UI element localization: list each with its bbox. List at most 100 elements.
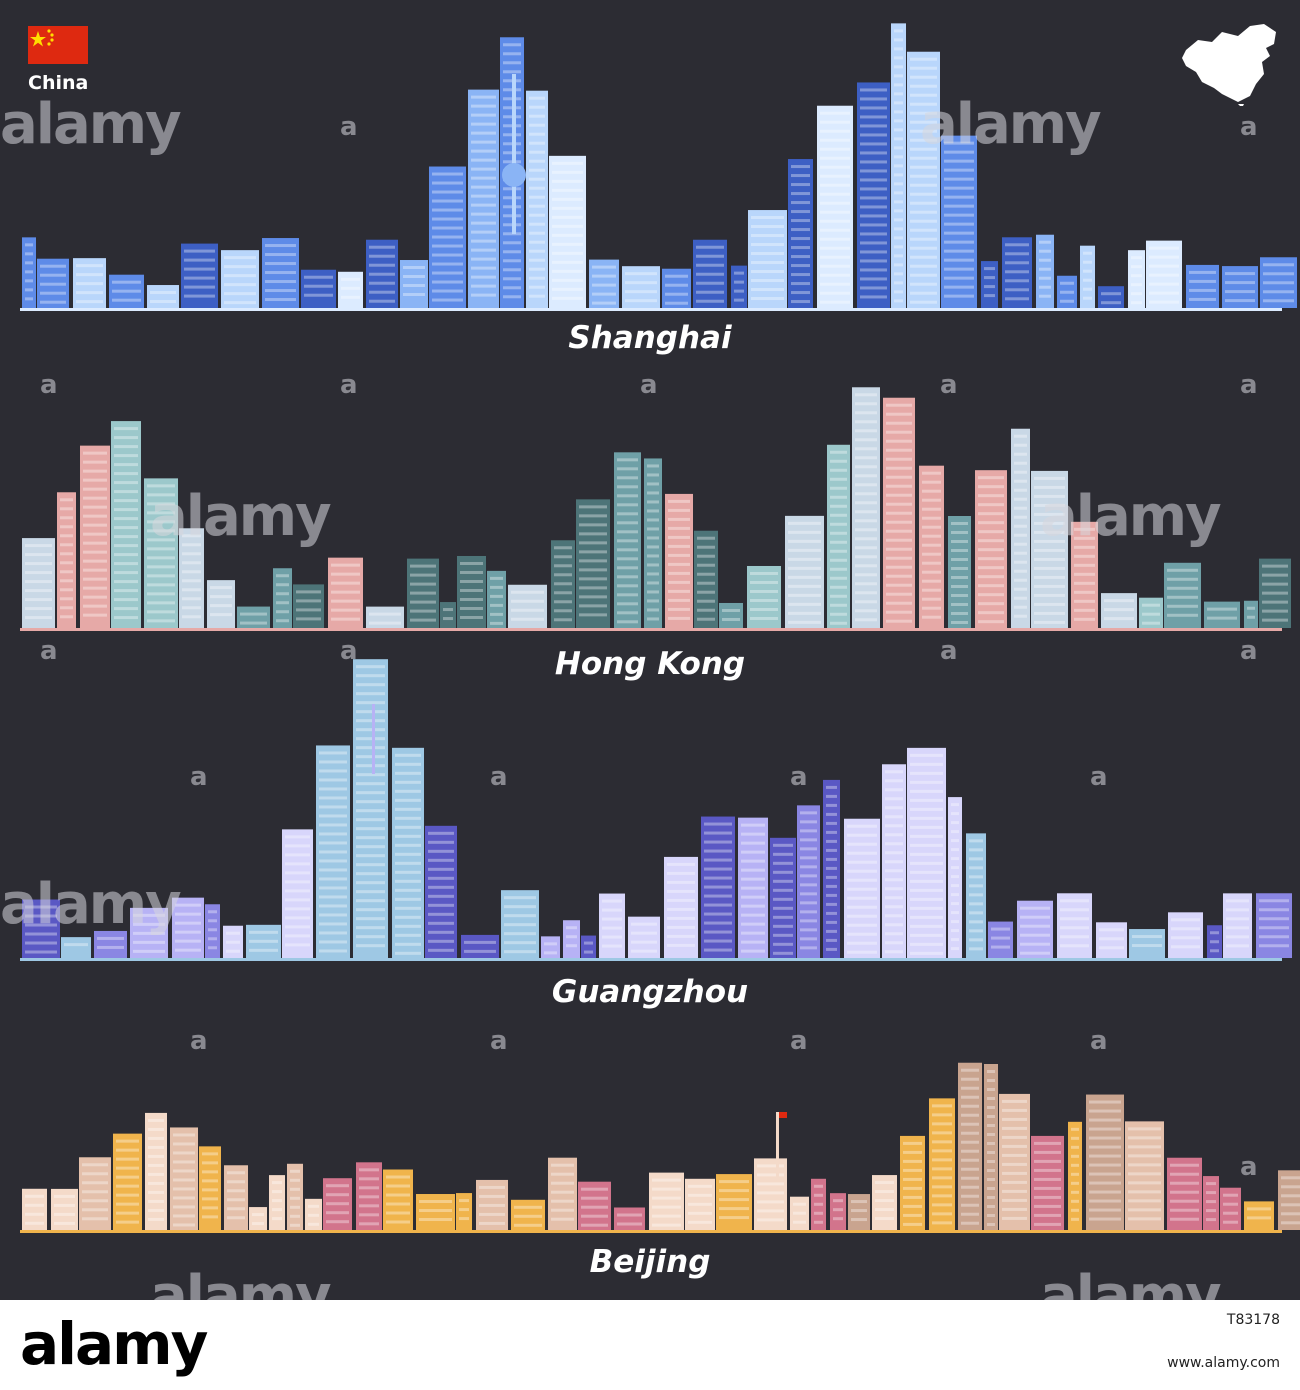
building-windows	[910, 111, 937, 115]
footer-site: www.alamy.com	[1167, 1355, 1280, 1371]
building-windows	[60, 552, 73, 556]
building-windows	[602, 935, 622, 939]
building-windows	[76, 282, 103, 286]
building-windows	[647, 599, 659, 603]
building	[511, 1199, 545, 1230]
building-windows	[922, 534, 941, 538]
building-windows	[894, 47, 903, 51]
building-windows	[932, 1131, 952, 1135]
building-windows	[625, 299, 657, 303]
building-windows	[631, 922, 657, 926]
building-windows	[529, 213, 545, 217]
building-windows	[820, 246, 850, 250]
building-windows	[800, 892, 817, 896]
building-windows	[592, 283, 616, 287]
building-windows	[1259, 944, 1289, 948]
building-windows	[773, 897, 793, 901]
building	[1256, 893, 1292, 958]
building-windows	[734, 298, 744, 302]
building-windows	[830, 504, 847, 508]
building-windows	[652, 1178, 681, 1182]
building-windows	[1259, 935, 1289, 939]
building-windows	[1039, 294, 1051, 298]
building-windows	[290, 1196, 300, 1200]
building-windows	[961, 1167, 979, 1171]
building-windows	[175, 930, 201, 934]
building-windows	[647, 554, 659, 558]
building-windows	[529, 231, 545, 235]
building-windows	[903, 1159, 922, 1163]
building-windows	[885, 770, 903, 774]
building-windows	[356, 692, 385, 696]
building-windows	[503, 277, 521, 281]
building-windows	[969, 875, 983, 879]
building	[205, 904, 220, 958]
building-windows	[668, 607, 690, 611]
building-windows	[978, 539, 1004, 543]
building-windows	[1039, 249, 1051, 253]
building-windows	[830, 468, 847, 472]
building-windows	[1131, 301, 1142, 305]
building-windows	[554, 600, 572, 604]
building-windows	[1005, 243, 1029, 247]
building-windows	[1142, 603, 1160, 607]
building-windows	[978, 521, 1004, 525]
building-windows	[460, 561, 483, 565]
building-windows	[419, 1200, 452, 1204]
building-windows	[855, 564, 877, 568]
building-windows	[1089, 1172, 1121, 1176]
building	[966, 833, 986, 958]
building-windows	[529, 294, 545, 298]
building-windows	[1247, 615, 1255, 619]
building-windows	[910, 300, 937, 304]
building-windows	[83, 613, 107, 617]
building-windows	[1128, 1163, 1161, 1167]
building-windows	[820, 201, 850, 205]
building-windows	[25, 252, 33, 256]
building-windows	[551, 1172, 574, 1176]
building-windows	[751, 243, 784, 247]
building-windows	[326, 1184, 349, 1188]
building-windows	[319, 823, 347, 827]
building-windows	[820, 165, 850, 169]
building-windows	[750, 571, 778, 575]
building-windows	[432, 181, 463, 185]
building-windows	[894, 182, 903, 186]
building-windows	[529, 114, 545, 118]
building-windows	[369, 612, 401, 616]
building-windows	[148, 1136, 164, 1140]
building-windows	[773, 888, 793, 892]
building-windows	[147, 538, 175, 542]
building-windows	[432, 298, 463, 302]
building-windows	[855, 411, 877, 415]
building-windows	[25, 270, 33, 274]
building-windows	[910, 291, 937, 295]
building-windows	[395, 870, 421, 874]
building-windows	[951, 920, 959, 924]
building-windows	[800, 811, 817, 815]
building	[113, 1133, 142, 1230]
building-windows	[820, 282, 850, 286]
building-windows	[552, 233, 583, 237]
building	[457, 555, 486, 628]
building	[170, 1127, 198, 1230]
building-windows	[886, 475, 912, 479]
building-windows	[826, 857, 837, 861]
building-windows	[276, 619, 289, 623]
building-windows	[479, 1221, 505, 1225]
building-windows	[1060, 908, 1089, 912]
building-windows	[1002, 1207, 1027, 1211]
building-windows	[894, 272, 903, 276]
building-windows	[285, 907, 310, 911]
building-windows	[432, 280, 463, 284]
building-windows	[173, 1214, 195, 1218]
building-windows	[40, 273, 66, 277]
building-windows	[602, 899, 622, 903]
building-windows	[668, 580, 690, 584]
building-windows	[1034, 539, 1065, 543]
building-windows	[1170, 1163, 1199, 1167]
building-windows	[356, 818, 385, 822]
building-windows	[741, 904, 765, 908]
building-windows	[1226, 944, 1249, 948]
building-windows	[114, 607, 138, 611]
